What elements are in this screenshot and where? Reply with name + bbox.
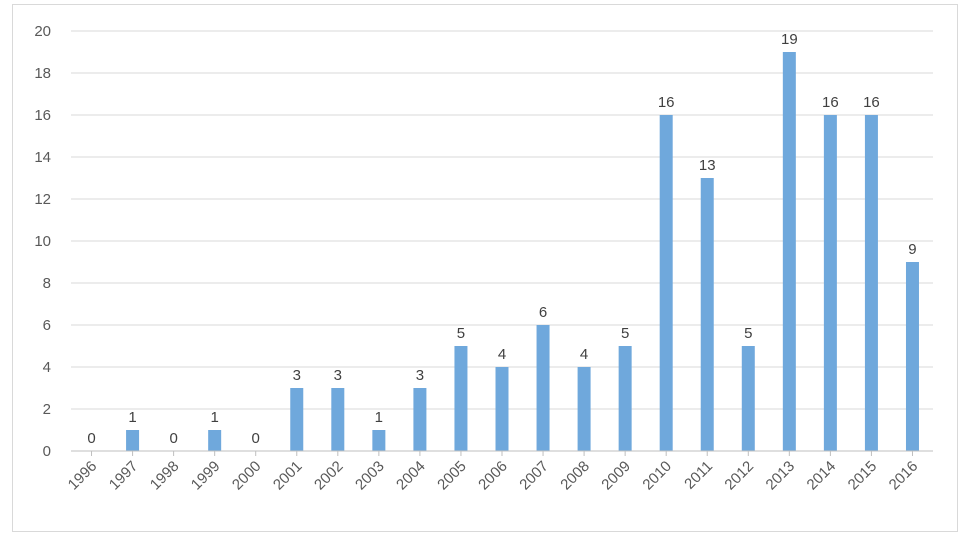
- bar-2003: [372, 430, 386, 451]
- x-tick-label-2012: 2012: [721, 458, 757, 494]
- x-tick-label-2013: 2013: [763, 458, 799, 494]
- y-tick-label: 20: [34, 23, 51, 40]
- y-tick-label: 12: [34, 191, 51, 208]
- bar-2011: [700, 178, 714, 451]
- data-label-2006: 4: [498, 346, 506, 363]
- bar-2001: [290, 388, 304, 451]
- bars: [126, 52, 919, 451]
- data-label-2015: 16: [863, 94, 880, 111]
- data-label-2004: 3: [416, 367, 424, 384]
- data-label-2002: 3: [334, 367, 342, 384]
- bar-2004: [413, 388, 427, 451]
- x-tick-label-1997: 1997: [106, 458, 142, 494]
- y-tick-label: 14: [34, 149, 51, 166]
- y-tick-label: 0: [43, 443, 51, 460]
- y-tick-label: 6: [43, 317, 51, 334]
- bar-2002: [331, 388, 345, 451]
- data-label-2001: 3: [293, 367, 301, 384]
- x-tick-label-1999: 1999: [188, 458, 224, 494]
- bar-2013: [782, 52, 796, 451]
- y-axis-ticks: 0 2 4 6 8 10 12 14 16 18 20: [34, 23, 51, 460]
- y-tick-label: 16: [34, 107, 51, 124]
- y-tick-label: 2: [43, 401, 51, 418]
- y-tick-label: 4: [43, 359, 51, 376]
- x-tick-label-2002: 2002: [311, 458, 347, 494]
- bar-1997: [126, 430, 140, 451]
- data-label-1999: 1: [210, 409, 218, 426]
- gridlines: [71, 30, 933, 410]
- x-tick-label-2010: 2010: [639, 458, 675, 494]
- x-tick-label-2004: 2004: [393, 458, 429, 494]
- data-label-2013: 19: [781, 31, 798, 48]
- x-tick-label-2014: 2014: [804, 458, 840, 494]
- data-label-2011: 13: [699, 157, 716, 174]
- data-label-2009: 5: [621, 325, 629, 342]
- data-label-2005: 5: [457, 325, 465, 342]
- data-label-1997: 1: [128, 409, 136, 426]
- x-tick-label-2008: 2008: [557, 458, 593, 494]
- y-tick-label: 8: [43, 275, 51, 292]
- bar-2006: [495, 367, 509, 451]
- bar-2015: [864, 115, 878, 451]
- x-tick-label-2001: 2001: [270, 458, 306, 494]
- x-tick-label-2011: 2011: [681, 458, 716, 493]
- data-label-2007: 6: [539, 304, 547, 321]
- chart-frame: 0 2 4 6 8 10 12 14 16 18 20 0 1 0 1 0 3 3 1 3 5 4 6 4 5 16 13 5 19 1…: [12, 4, 958, 532]
- x-tick-label-2015: 2015: [845, 458, 881, 494]
- x-tick-label-2000: 2000: [229, 458, 265, 494]
- bar-1999: [208, 430, 222, 451]
- bar-2014: [823, 115, 837, 451]
- data-label-1998: 0: [169, 430, 177, 447]
- data-label-2008: 4: [580, 346, 588, 363]
- x-axis-ticks: 1996 1997 1998 1999 2000 2001 2002 2003 2004 2005…: [65, 451, 922, 494]
- x-tick-label-2016: 2016: [886, 458, 922, 494]
- bar-2005: [454, 346, 468, 451]
- bar-2008: [577, 367, 591, 451]
- x-tick-label-2005: 2005: [434, 458, 470, 494]
- x-tick-label-2006: 2006: [475, 458, 511, 494]
- data-label-2010: 16: [658, 94, 675, 111]
- bar-2009: [618, 346, 632, 451]
- x-tick-label-1998: 1998: [147, 458, 183, 494]
- y-tick-label: 18: [34, 65, 51, 82]
- data-label-2016: 9: [908, 241, 916, 258]
- x-tick-label-1996: 1996: [65, 458, 101, 494]
- bar-2010: [659, 115, 673, 451]
- y-tick-label: 10: [34, 233, 51, 250]
- x-tick-label-2009: 2009: [598, 458, 634, 494]
- x-tick-label-2003: 2003: [352, 458, 388, 494]
- data-label-1996: 0: [87, 430, 95, 447]
- bar-2007: [536, 325, 550, 451]
- data-label-2003: 1: [375, 409, 383, 426]
- bar-2016: [905, 262, 919, 451]
- data-label-2012: 5: [744, 325, 752, 342]
- x-tick-label-2007: 2007: [516, 458, 552, 494]
- bar-2012: [741, 346, 755, 451]
- data-label-2014: 16: [822, 94, 839, 111]
- data-label-2000: 0: [252, 430, 260, 447]
